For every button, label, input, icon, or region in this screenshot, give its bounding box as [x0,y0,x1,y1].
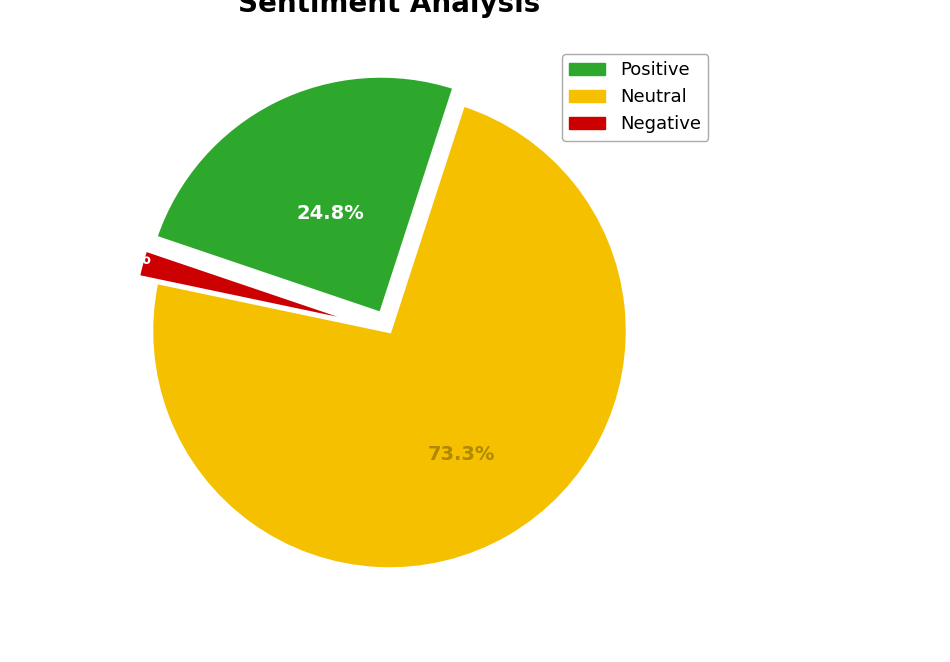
Title: Sentiment Analysis: Sentiment Analysis [238,0,541,19]
Wedge shape [138,250,371,326]
Wedge shape [151,105,628,569]
Text: 24.8%: 24.8% [296,205,365,223]
Text: 1.9%: 1.9% [98,249,152,268]
Text: 73.3%: 73.3% [428,446,495,464]
Legend: Positive, Neutral, Negative: Positive, Neutral, Negative [562,54,708,140]
Wedge shape [155,75,455,314]
